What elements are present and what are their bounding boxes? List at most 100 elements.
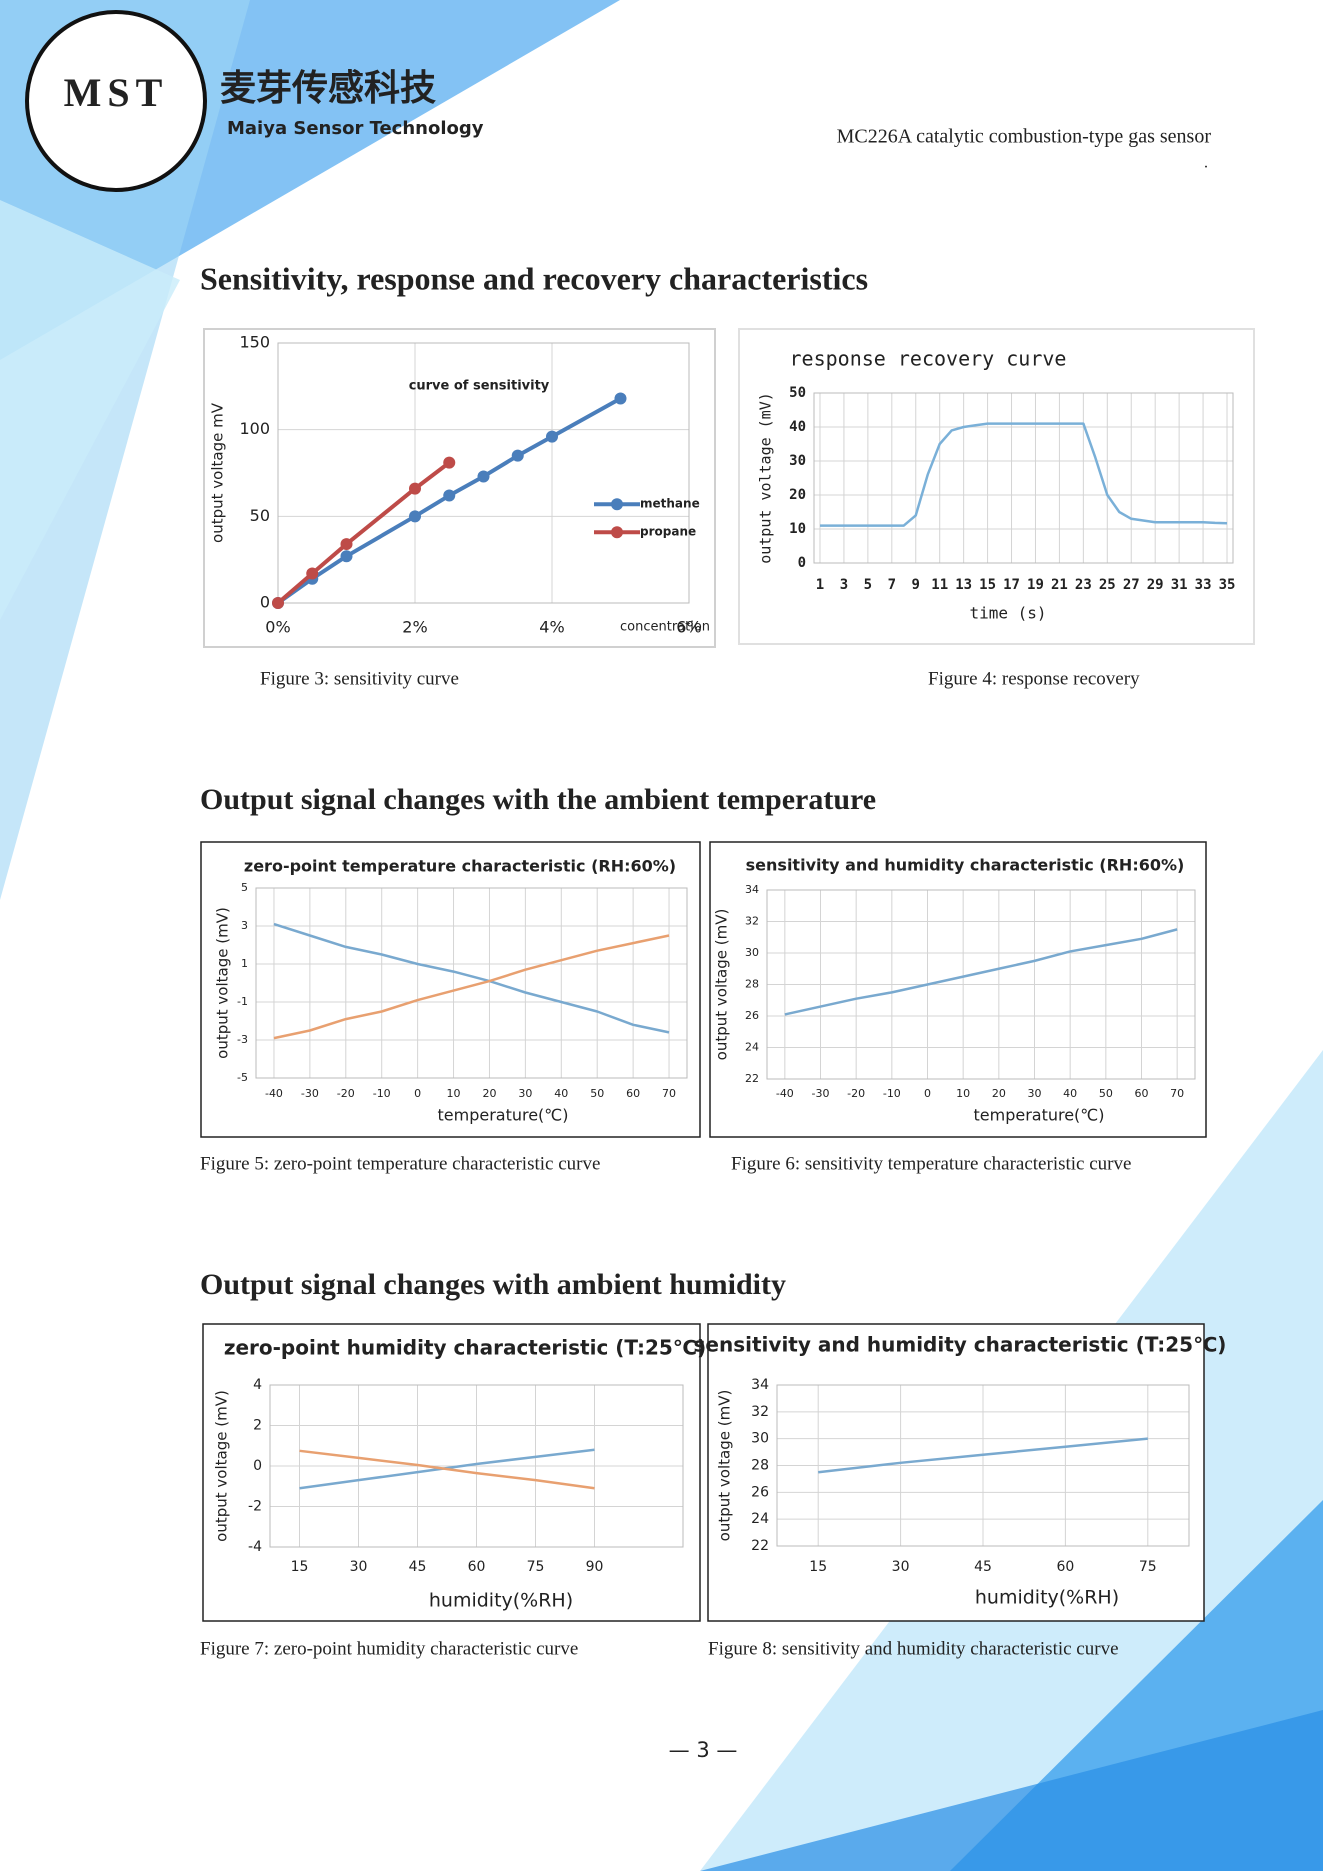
x-tick-label: -20 [337,1087,355,1100]
x-tick-label: 0% [265,618,290,637]
y-tick-label: 26 [745,1009,759,1022]
x-tick-label: 13 [955,577,972,593]
y-tick-label: 24 [751,1511,769,1527]
y-axis-label: output voltage (mV) [716,1390,734,1542]
company-cn: 麦芽传感科技 [220,68,436,109]
x-tick-label: 29 [1147,577,1164,593]
x-tick-label: 3 [840,577,848,593]
x-axis-label: temperature(℃) [973,1106,1104,1125]
data-line [818,1437,1148,1474]
x-tick-label: 23 [1075,577,1092,593]
data-point [409,482,421,495]
y-tick-label: 34 [745,883,759,896]
x-tick-label: 60 [626,1087,640,1100]
plot-frame [255,887,688,1079]
figure: -4 -2 0 2 4 15 30 45 60 75 90 zero-point humidity c… [202,1323,706,1622]
x-axis-label: humidity(%RH) [429,1590,573,1612]
x-tick-label: -10 [373,1087,391,1100]
legend-swatch [611,498,623,511]
chart-title: zero-point humidity characteristic (T:25… [224,1336,706,1360]
x-tick-label: 19 [1027,577,1044,593]
y-tick-label: 32 [745,915,759,928]
x-tick-label: 40 [1063,1087,1077,1100]
x-axis-label: temperature(℃) [437,1106,568,1125]
x-tick-label: 45 [974,1559,992,1575]
x-tick-label: 30 [1028,1087,1042,1100]
x-tick-label: 10 [956,1087,970,1100]
x-axis-label: concentration [620,620,710,635]
x-tick-label: 27 [1123,577,1140,593]
data-line [784,928,1178,1016]
x-tick-label: -20 [847,1087,865,1100]
y-tick-label: 1 [241,957,248,970]
y-axis-label: output voltage (mV) [213,1390,231,1542]
x-tick-label: 4% [539,618,564,637]
x-tick-label: 70 [1170,1087,1184,1100]
y-tick-label: 40 [789,419,806,435]
data-line [273,934,670,1040]
x-tick-label: 60 [1056,1559,1074,1575]
y-tick-label: 30 [745,946,759,959]
x-tick-label: 25 [1099,577,1116,593]
figure-caption: Figure 7: zero-point humidity characteri… [200,1638,578,1659]
chart-title: zero-point temperature characteristic (R… [244,857,676,876]
x-tick-label: 9 [912,577,920,593]
x-tick-label: 6% [676,618,701,637]
x-tick-label: 15 [291,1559,309,1575]
figure-caption: Figure 6: sensitivity temperature charac… [731,1153,1131,1174]
legend-swatch [611,526,623,539]
x-tick-label: 30 [350,1559,368,1575]
x-tick-label: 70 [662,1087,676,1100]
data-point [272,597,284,609]
logo-circle [25,10,207,192]
x-tick-label: 17 [1003,577,1020,593]
data-point [443,489,456,502]
x-tick-label: 5 [864,577,872,593]
y-tick-label: 26 [751,1484,769,1500]
data-line [819,422,1228,527]
x-tick-label: -40 [265,1087,283,1100]
x-tick-label: 40 [554,1087,568,1100]
x-tick-label: 90 [586,1559,604,1575]
figure-frame [738,328,1255,645]
x-tick-label: 0 [414,1087,421,1100]
y-tick-label: 34 [751,1377,769,1393]
y-tick-label: -4 [248,1539,262,1555]
section-heading: Output signal changes with ambient humid… [200,1268,786,1301]
y-tick-label: -1 [237,995,248,1008]
section-heading: Sensitivity, response and recovery chara… [200,260,868,296]
data-point [477,470,490,483]
y-tick-label: 0 [798,555,806,571]
x-tick-label: 50 [1099,1087,1113,1100]
doc-title: MC226A catalytic combustion-type gas sen… [837,126,1212,148]
y-axis-label: output voltage (mV) [713,909,731,1061]
data-point [306,567,319,580]
x-tick-label: 10 [447,1087,461,1100]
chart-title: response recovery curve [790,347,1067,371]
figure-frame [200,841,701,1138]
y-tick-label: 50 [789,385,806,401]
data-point [443,456,456,469]
doc-mark: . [1204,155,1208,172]
data-point [340,550,353,563]
y-tick-label: 24 [745,1041,759,1054]
data-line [299,1449,595,1490]
x-tick-label: 20 [482,1087,496,1100]
figure-caption: Figure 4: response recovery [928,668,1140,689]
y-tick-label: -5 [237,1071,248,1084]
y-tick-label: 32 [751,1404,769,1420]
y-tick-label: 30 [789,453,806,469]
y-tick-label: 3 [241,919,248,932]
y-axis-label: output voltage (mV) [757,392,775,564]
x-tick-label: 15 [809,1559,827,1575]
plot-frame [766,889,1196,1080]
figure: 22 24 26 28 30 32 34 15 30 45 60 75 sensitivity and … [694,1323,1226,1622]
y-tick-label: 4 [253,1377,262,1393]
x-tick-label: -30 [812,1087,830,1100]
x-tick-label: 60 [468,1559,486,1575]
plot-frame [269,1384,684,1548]
x-tick-label: -30 [301,1087,319,1100]
data-point [409,510,421,523]
